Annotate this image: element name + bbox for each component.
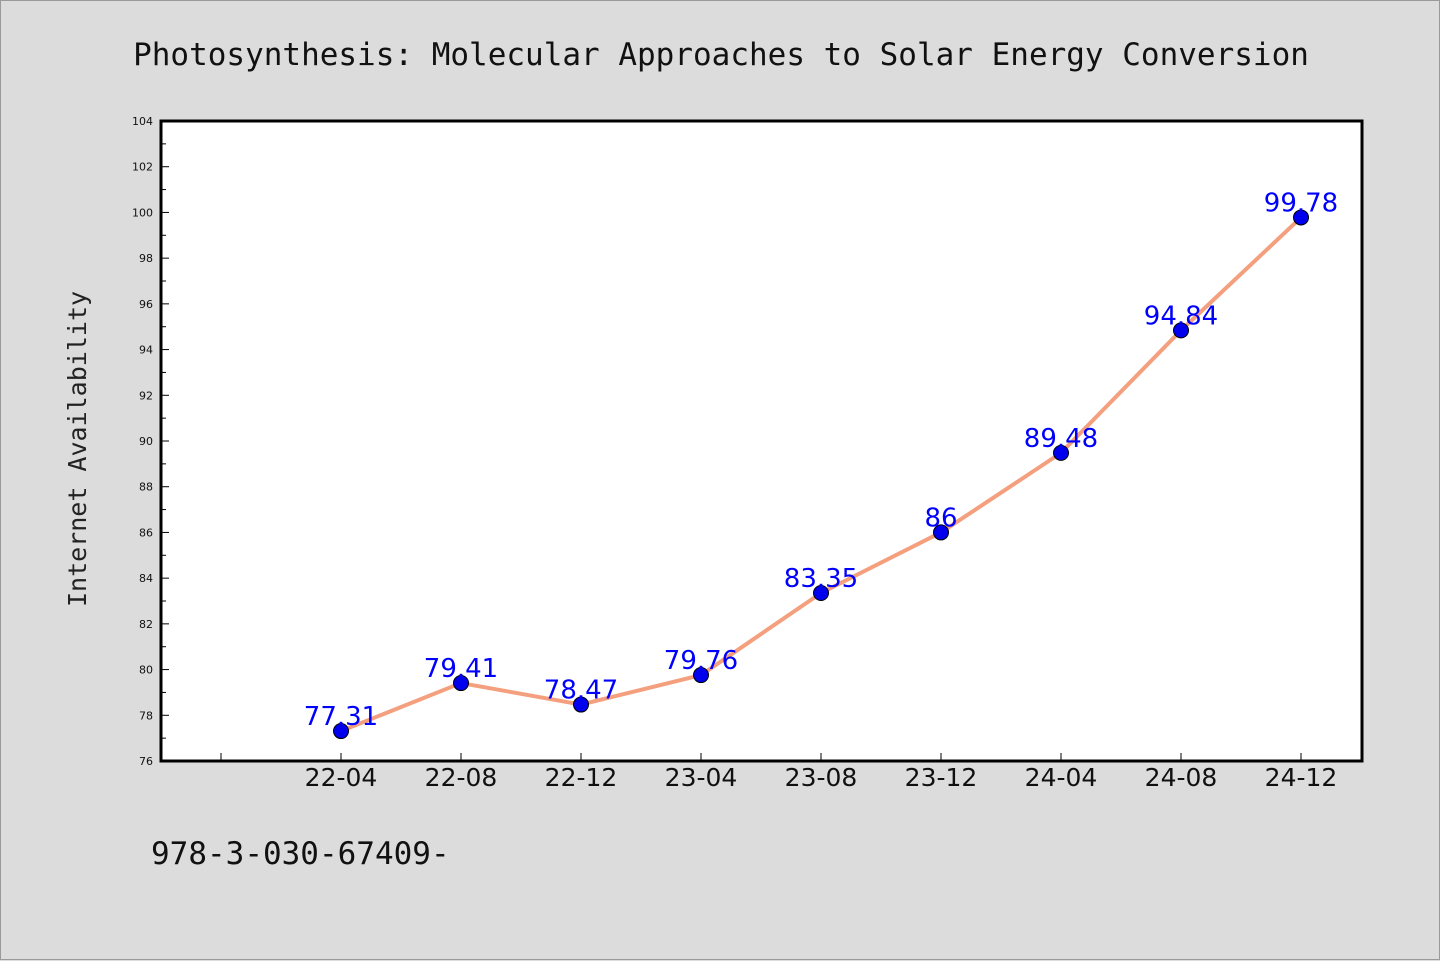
x-tick-label: 23-04 (665, 763, 738, 792)
x-tick-label: 24-12 (1265, 763, 1338, 792)
data-label: 94.84 (1144, 301, 1218, 331)
x-axis: 22-04 22-08 22-12 23-04 23-08 23-12 24-04 24-08… (220, 753, 1338, 792)
data-point (693, 667, 709, 684)
data-markers (333, 209, 1309, 740)
x-tick-label: 24-04 (1025, 763, 1098, 792)
y-tick-label: 78 (139, 709, 153, 722)
x-tick-label: 24-08 (1145, 763, 1218, 792)
x-tick-label: 22-12 (545, 763, 618, 792)
data-label: 83.35 (784, 564, 858, 594)
y-tick-label: 102 (132, 161, 153, 174)
y-tick-label: 86 (139, 526, 153, 539)
data-point (1053, 444, 1069, 461)
y-tick-label: 98 (139, 252, 153, 265)
y-tick-label: 84 (139, 572, 153, 585)
data-label: 89.48 (1024, 424, 1098, 454)
plot-area (161, 121, 1362, 761)
data-label: 77.31 (304, 702, 378, 732)
chart-title: Photosynthesis: Molecular Approaches to … (133, 37, 1309, 73)
data-point (453, 675, 469, 692)
data-label: 78.47 (544, 676, 618, 706)
data-point (933, 524, 949, 541)
x-tick-label: 23-12 (905, 763, 978, 792)
data-labels: 77.31 79.41 78.47 79.76 83.35 86 89.48 94.84 99.… (304, 188, 1338, 732)
data-label: 79.76 (664, 646, 738, 676)
y-axis-label: Internet Availability (63, 291, 92, 607)
y-tick-label: 104 (132, 115, 153, 128)
data-label: 79.41 (424, 654, 498, 684)
data-point (573, 696, 589, 713)
data-point (813, 585, 829, 601)
y-tick-label: 82 (139, 618, 153, 631)
y-tick-label: 80 (139, 664, 153, 677)
y-axis: 76 78 80 82 84 86 88 90 92 94 96 98 100 102 104 (132, 115, 169, 768)
footer-isbn: 978-3-030-67409- (151, 836, 450, 872)
y-tick-label: 94 (139, 344, 153, 357)
x-tick-label: 22-04 (305, 763, 378, 792)
data-label: 99.78 (1264, 188, 1338, 218)
y-tick-label: 100 (132, 206, 153, 219)
data-point (333, 723, 349, 740)
data-label: 86 (924, 503, 957, 533)
plot-frame (159, 119, 1364, 763)
x-tick-label: 22-08 (425, 763, 498, 792)
data-point (1293, 209, 1309, 226)
y-tick-label: 76 (139, 755, 153, 768)
y-tick-label: 90 (139, 435, 153, 448)
x-tick-label: 23-08 (785, 763, 858, 792)
y-tick-label: 96 (139, 298, 153, 311)
y-tick-label: 92 (139, 389, 153, 402)
y-tick-label: 88 (139, 481, 153, 494)
data-point (1173, 322, 1189, 339)
